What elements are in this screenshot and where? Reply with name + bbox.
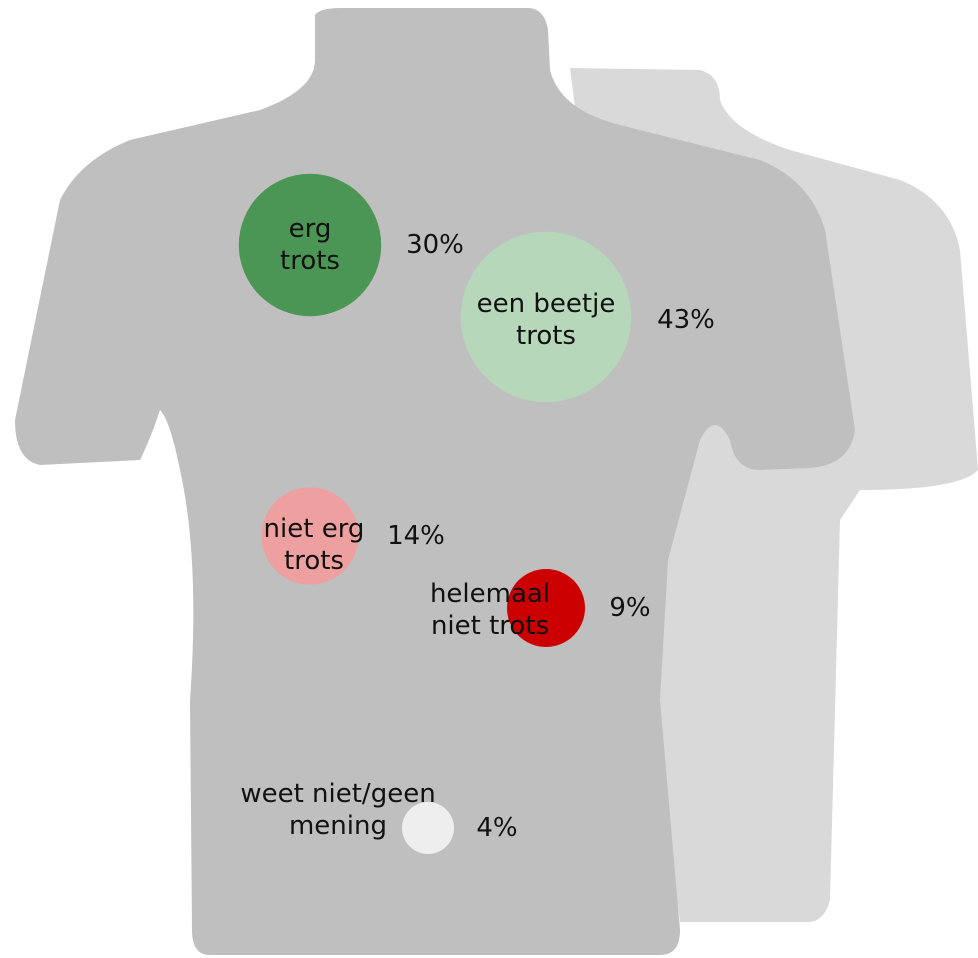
page: erg trots 30%een beetje trots43% niet erg … [0, 0, 978, 958]
category-label: erg trots [265, 205, 355, 285]
category-label: helemaal niet trots [410, 570, 570, 650]
value-label: 14% [376, 496, 456, 576]
value-label: 9% [590, 568, 670, 648]
value-label: 30% [395, 205, 475, 285]
category-label: niet erg trots [244, 505, 384, 585]
category-label: weet niet/geen mening [213, 770, 463, 850]
category-label: een beetje trots [456, 280, 636, 360]
value-label: 43% [646, 280, 726, 360]
value-label: 4% [457, 788, 537, 868]
